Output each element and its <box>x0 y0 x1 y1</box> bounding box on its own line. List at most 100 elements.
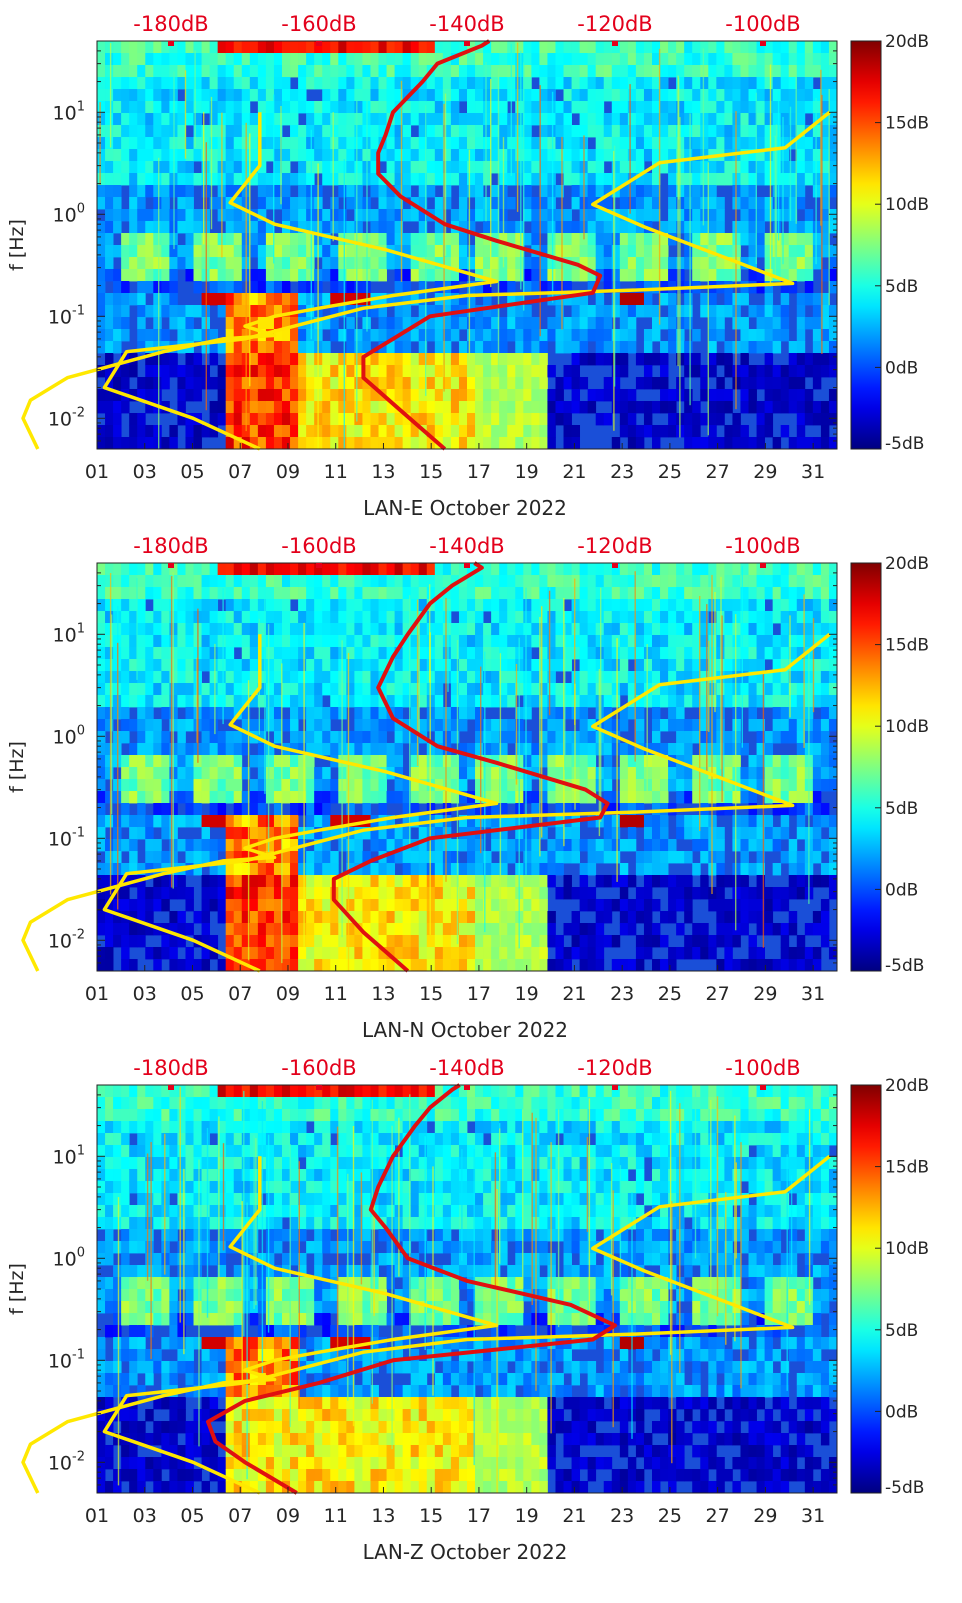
top-axis-tick-label: -120dB <box>577 534 652 558</box>
top-axis-tick-label: -140dB <box>429 534 504 558</box>
x-tick-label: 07 <box>228 1505 252 1527</box>
x-tick-label: 27 <box>706 983 730 1005</box>
colorbar-tick-label: 20dB <box>885 1076 929 1096</box>
x-axis-label: LAN-N October 2022 <box>362 1018 568 1042</box>
top-axis-tick-label: -100dB <box>725 534 800 558</box>
x-tick-label: 31 <box>801 1505 825 1527</box>
x-tick-label: 13 <box>371 1505 395 1527</box>
x-axis-label: LAN-Z October 2022 <box>363 1540 568 1564</box>
colorbar-tick-label: 5dB <box>885 277 918 297</box>
spectrogram-heatmap <box>97 563 837 971</box>
colorbar-tick-label: -5dB <box>885 434 924 454</box>
x-tick-label: 05 <box>180 461 204 483</box>
top-axis-tick-label: -120dB <box>577 12 652 36</box>
x-tick-label: 19 <box>515 1505 539 1527</box>
top-tick <box>464 563 470 568</box>
x-tick-label: 23 <box>610 983 634 1005</box>
x-tick-label: 29 <box>753 461 777 483</box>
colorbar-tick-label: 0dB <box>885 880 918 900</box>
colorbar <box>851 1085 881 1493</box>
x-tick-label: 17 <box>467 983 491 1005</box>
x-tick-label: 27 <box>706 1505 730 1527</box>
x-tick-label: 27 <box>706 461 730 483</box>
colorbar-tick-label: 15dB <box>885 114 929 134</box>
top-axis-tick-label: -100dB <box>725 12 800 36</box>
x-tick-label: 09 <box>276 461 300 483</box>
x-tick-label: 11 <box>324 1505 348 1527</box>
x-tick-label: 25 <box>658 1505 682 1527</box>
top-tick <box>464 41 470 46</box>
x-tick-label: 21 <box>562 1505 586 1527</box>
spectrogram-heatmap <box>97 41 837 449</box>
colorbar-tick-label: 0dB <box>885 1402 918 1422</box>
x-tick-label: 23 <box>610 1505 634 1527</box>
colorbar-tick-label: -5dB <box>885 1478 924 1498</box>
colorbar-tick-label: 10dB <box>885 717 929 737</box>
x-tick-label: 25 <box>658 461 682 483</box>
x-tick-label: 01 <box>85 461 109 483</box>
y-tick-label: 100 <box>53 201 85 226</box>
y-axis-label: f [Hz] <box>6 741 28 793</box>
y-tick-label: 10-1 <box>48 303 85 328</box>
colorbar-tick-label: 10dB <box>885 1239 929 1259</box>
top-tick <box>464 1085 470 1090</box>
y-tick-label: 10-2 <box>48 927 85 952</box>
x-tick-label: 23 <box>610 461 634 483</box>
top-axis-tick-label: -180dB <box>133 12 208 36</box>
colorbar-tick-label: 5dB <box>885 799 918 819</box>
x-tick-label: 15 <box>419 461 443 483</box>
y-tick-label: 10-2 <box>48 405 85 430</box>
y-tick-label: 101 <box>53 1143 85 1168</box>
top-tick <box>316 41 322 46</box>
top-tick <box>316 1085 322 1090</box>
top-axis-tick-label: -140dB <box>429 1056 504 1080</box>
colorbar-tick-label: 0dB <box>885 358 918 378</box>
x-tick-label: 07 <box>228 983 252 1005</box>
y-tick-label: 101 <box>53 99 85 124</box>
x-tick-label: 31 <box>801 461 825 483</box>
colorbar-tick-label: 15dB <box>885 1158 929 1178</box>
y-axis-label: f [Hz] <box>6 219 28 271</box>
top-tick <box>168 41 174 46</box>
colorbar-tick-label: 10dB <box>885 195 929 215</box>
top-tick <box>760 563 766 568</box>
top-axis-tick-label: -160dB <box>281 1056 356 1080</box>
y-tick-label: 101 <box>53 621 85 646</box>
top-tick <box>612 41 618 46</box>
colorbar-tick-label: 5dB <box>885 1321 918 1341</box>
y-tick-label: 100 <box>53 1245 85 1270</box>
x-tick-label: 17 <box>467 461 491 483</box>
top-axis-tick-label: -120dB <box>577 1056 652 1080</box>
colorbar-tick-label: 15dB <box>885 636 929 656</box>
x-tick-label: 01 <box>85 1505 109 1527</box>
x-tick-label: 05 <box>180 1505 204 1527</box>
y-tick-label: 100 <box>53 723 85 748</box>
x-tick-label: 05 <box>180 983 204 1005</box>
x-tick-label: 11 <box>324 983 348 1005</box>
y-tick-label: 10-1 <box>48 1347 85 1372</box>
x-tick-label: 07 <box>228 461 252 483</box>
top-tick <box>316 563 322 568</box>
x-tick-label: 03 <box>133 461 157 483</box>
colorbar <box>851 563 881 971</box>
top-tick <box>168 1085 174 1090</box>
x-tick-label: 29 <box>753 1505 777 1527</box>
top-tick <box>612 563 618 568</box>
colorbar-tick-label: -5dB <box>885 956 924 976</box>
x-tick-label: 15 <box>419 1505 443 1527</box>
top-axis-tick-label: -140dB <box>429 12 504 36</box>
spectrogram-heatmap <box>97 1085 837 1493</box>
top-axis-tick-label: -180dB <box>133 534 208 558</box>
colorbar <box>851 41 881 449</box>
x-tick-label: 09 <box>276 983 300 1005</box>
x-tick-label: 25 <box>658 983 682 1005</box>
x-tick-label: 21 <box>562 461 586 483</box>
x-tick-label: 19 <box>515 461 539 483</box>
x-tick-label: 13 <box>371 461 395 483</box>
x-tick-label: 31 <box>801 983 825 1005</box>
x-tick-label: 17 <box>467 1505 491 1527</box>
x-tick-label: 11 <box>324 461 348 483</box>
